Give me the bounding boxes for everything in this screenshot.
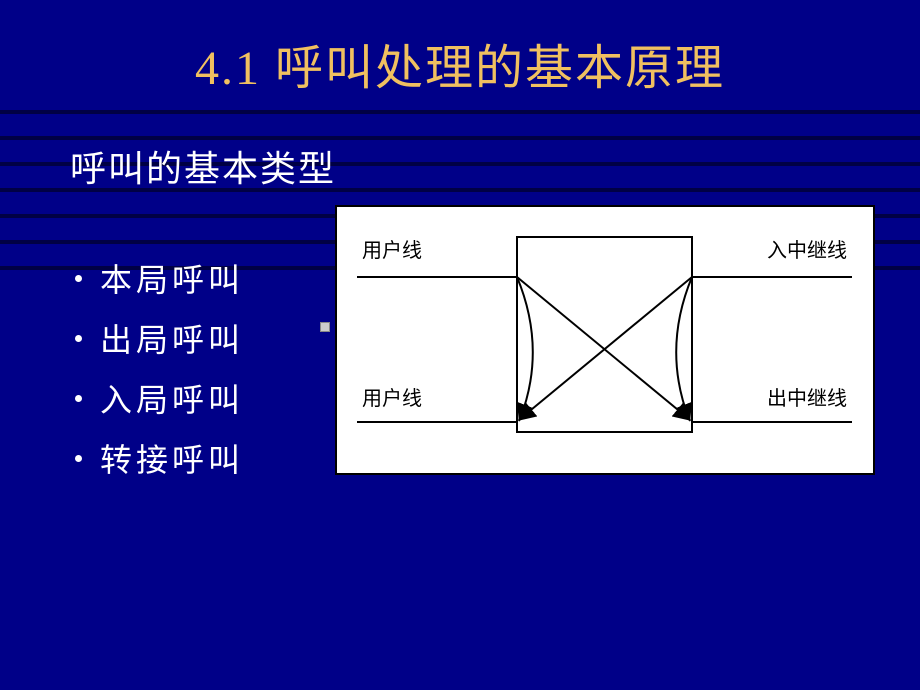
list-item: 入局呼叫 xyxy=(75,375,244,421)
bullet-label: 入局呼叫 xyxy=(100,375,244,421)
bullet-list: 本局呼叫 出局呼叫 入局呼叫 转接呼叫 xyxy=(75,255,244,495)
bullet-icon xyxy=(75,455,82,462)
list-item: 出局呼叫 xyxy=(75,315,244,361)
bullet-icon xyxy=(75,335,82,342)
arrow-tl-br xyxy=(517,277,689,419)
page-marker-icon xyxy=(320,322,330,332)
arrow-tl-bl xyxy=(517,277,533,419)
label-user-bottom: 用户线 xyxy=(362,387,422,410)
switch-box xyxy=(517,237,692,432)
list-item: 本局呼叫 xyxy=(75,255,244,301)
slide-title: 4.1 呼叫处理的基本原理 xyxy=(0,28,920,98)
arrow-tr-bl xyxy=(520,277,692,419)
bullet-label: 本局呼叫 xyxy=(100,255,244,301)
label-user-top: 用户线 xyxy=(362,239,422,262)
bullet-icon xyxy=(75,275,82,282)
slide-subtitle: 呼叫的基本类型 xyxy=(70,140,336,192)
label-trunk-in: 入中继线 xyxy=(767,239,847,262)
diagram-svg: 用户线 入中继线 用户线 出中继线 xyxy=(337,207,873,473)
bullet-label: 出局呼叫 xyxy=(100,315,244,361)
bullet-icon xyxy=(75,395,82,402)
label-trunk-out: 出中继线 xyxy=(767,387,847,410)
arrow-tr-br xyxy=(676,277,692,419)
bullet-label: 转接呼叫 xyxy=(100,435,244,481)
switching-diagram: 用户线 入中继线 用户线 出中继线 xyxy=(335,205,875,475)
list-item: 转接呼叫 xyxy=(75,435,244,481)
